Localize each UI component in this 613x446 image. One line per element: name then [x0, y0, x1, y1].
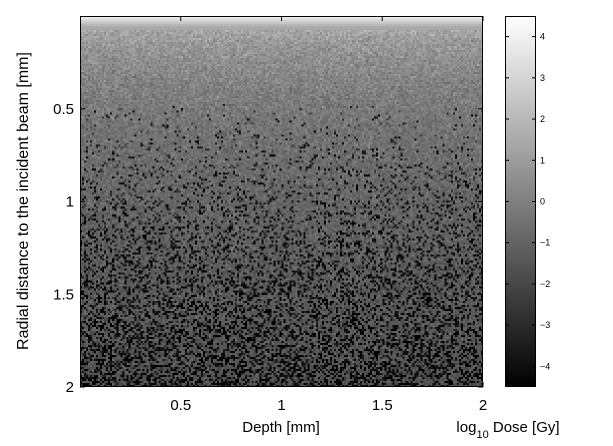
y-axis-label: Radial distance to the incident beam [mm… [15, 52, 32, 350]
colorbar-ticks: 4 3 2 1 0 −1 −2 −3 −4 [505, 32, 550, 371]
colorbar-tick-label: 4 [540, 32, 545, 42]
y-tick-label: 1.5 [53, 286, 74, 303]
colorbar-tick-label: −3 [540, 320, 550, 330]
y-tick-label: 2 [66, 379, 74, 396]
colorbar-tick-label: −1 [540, 238, 550, 248]
y-tick-label: 0.5 [53, 101, 74, 118]
dose-heatmap [80, 16, 483, 387]
colorbar-label-base: log [456, 419, 476, 436]
y-tick-label: 1 [66, 194, 74, 211]
colorbar-label-unit: Dose [Gy] [489, 419, 560, 436]
colorbar-tick-label: 2 [540, 114, 545, 124]
x-axis-ticks: 0.5 1 1.5 2 [170, 16, 487, 414]
colorbar [505, 16, 536, 387]
y-axis-ticks: 0.5 1 1.5 2 [53, 101, 483, 396]
colorbar-tick-label: 1 [540, 155, 545, 165]
x-axis-label: Depth [mm] [242, 419, 320, 436]
x-tick-label: 1.5 [372, 397, 393, 414]
colorbar-label: log10 Dose [Gy] [456, 419, 559, 441]
x-tick-label: 1 [277, 397, 285, 414]
colorbar-tick-label: −4 [540, 361, 550, 371]
x-tick-label: 0.5 [170, 397, 191, 414]
x-tick-label: 2 [479, 397, 487, 414]
colorbar-tick-label: 3 [540, 73, 545, 83]
colorbar-label-subscript: 10 [476, 429, 488, 441]
colorbar-tick-label: 0 [540, 197, 545, 207]
colorbar-tick-label: −2 [540, 279, 550, 289]
